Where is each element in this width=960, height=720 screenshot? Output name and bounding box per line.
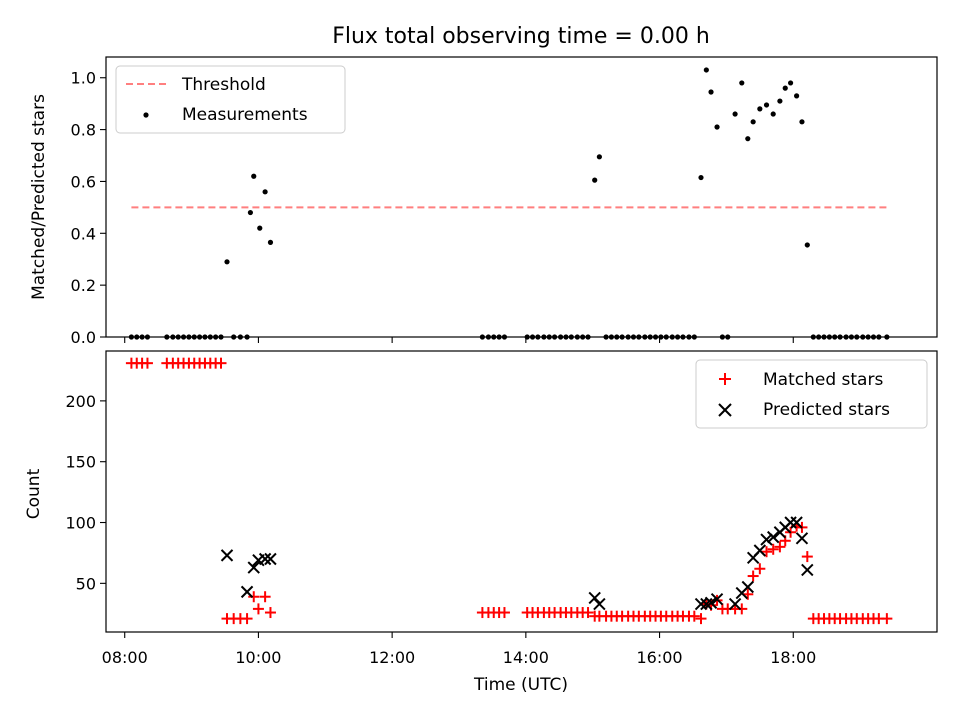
legend-predicted-label: Predicted stars	[763, 400, 890, 420]
predicted-star-marker	[220, 549, 234, 562]
matched-star-marker	[774, 541, 786, 553]
measurement-point	[703, 67, 709, 73]
bottom-x-tick-label: 10:00	[235, 648, 281, 667]
predicted-star-marker	[760, 533, 773, 546]
predicted-star-marker	[753, 544, 767, 557]
predicted-star-marker	[801, 563, 814, 577]
measurement-point	[787, 80, 794, 86]
measurement-point	[592, 177, 598, 183]
predicted-star-marker	[593, 597, 606, 611]
measurement-point	[224, 259, 230, 265]
matched-star-marker	[264, 607, 276, 619]
top-y-tick-label: 0.8	[71, 121, 96, 140]
matched-star-marker	[241, 613, 253, 625]
legend-predicted-swatch	[718, 403, 732, 417]
predicted-star-marker	[264, 552, 277, 566]
matched-star-marker	[498, 607, 510, 619]
measurement-point	[770, 111, 776, 117]
predicted-star-marker	[741, 580, 755, 594]
bottom-x-tick-label: 14:00	[503, 648, 549, 667]
predicted-star-marker	[766, 530, 780, 544]
matched-star-marker	[215, 357, 227, 369]
matched-star-marker	[801, 551, 813, 563]
predicted-star-marker	[704, 596, 718, 610]
matched-star-marker	[767, 543, 779, 555]
top-y-tick-label: 0.0	[71, 328, 96, 347]
x-axis-label: Time (UTC)	[473, 675, 568, 695]
measurement-point	[799, 119, 805, 125]
measurement-point	[750, 119, 756, 125]
matched-star-marker	[248, 591, 260, 603]
top-panel: 0.0 0.2 0.4 0.6 0.8 1.0 Matched/Predicted sta…	[29, 56, 938, 347]
measurement-point	[763, 102, 770, 108]
top-y-tick-label: 1.0	[71, 69, 96, 88]
matched-star-marker	[582, 607, 594, 619]
measurement-point	[596, 154, 602, 160]
predicted-star-marker	[240, 585, 254, 599]
matched-star-marker	[754, 563, 766, 575]
measurement-point	[782, 85, 788, 91]
predicted-star-marker	[728, 597, 742, 611]
bottom-y-tick-label: 50	[76, 574, 96, 593]
top-y-axis-label: Matched/Predicted stars	[29, 94, 49, 300]
measurement-point	[732, 111, 738, 117]
legend-measurements-label: Measurements	[182, 105, 308, 125]
predicted-star-marker	[700, 597, 713, 611]
bottom-y-tick-label: 100	[65, 514, 96, 533]
top-y-tick-label: 0.2	[71, 276, 96, 295]
predicted-star-marker	[795, 532, 809, 545]
legend-matched-label: Matched stars	[763, 370, 883, 390]
matched-star-marker	[141, 357, 153, 369]
predicted-star-marker	[694, 597, 708, 611]
legend-matched-swatch	[719, 373, 731, 385]
measurement-point	[804, 242, 810, 248]
measurement-point	[745, 136, 751, 142]
bottom-axes-frame	[105, 350, 938, 633]
legend-threshold-label: Threshold	[181, 75, 266, 95]
top-y-tick-label: 0.6	[71, 172, 96, 191]
measurement-point	[708, 89, 714, 95]
bottom-panel: 50 100 150 200 08:00 10:00 12:00 14:00 16:00 18:…	[24, 350, 938, 695]
top-legend: Threshold Measurements	[115, 65, 346, 134]
measurement-point	[777, 98, 783, 104]
matched-star-marker	[688, 610, 700, 622]
legend-measurements-swatch	[143, 112, 149, 118]
predicted-star-marker	[710, 592, 724, 606]
bottom-y-axis-label: Count	[24, 468, 44, 519]
bottom-x-tick-label: 12:00	[369, 648, 415, 667]
bottom-y-tick-label: 150	[65, 453, 96, 472]
measurement-point	[262, 189, 268, 195]
top-axes-frame	[105, 56, 938, 338]
bottom-x-tick-label: 08:00	[102, 648, 148, 667]
measurement-point	[698, 174, 704, 181]
bottom-y-tick-label: 200	[65, 392, 96, 411]
predicted-star-marker	[258, 552, 272, 566]
chart-title: Flux total observing time = 0.00 h	[332, 24, 710, 49]
matched-star-marker	[747, 570, 759, 582]
measurement-point	[251, 173, 257, 179]
predicted-star-marker	[790, 516, 803, 529]
predicted-star-marker	[247, 561, 260, 574]
matched-star-marker	[695, 613, 707, 625]
matched-star-marker	[252, 603, 264, 615]
matched-star-marker	[736, 603, 748, 615]
measurement-point	[247, 209, 254, 216]
bottom-legend: Matched stars Predicted stars	[695, 359, 928, 429]
bottom-x-tick-label: 16:00	[636, 648, 682, 667]
matched-star-marker	[881, 613, 893, 625]
measurement-point	[257, 225, 263, 231]
measurement-point	[714, 124, 720, 130]
top-y-tick-label: 0.4	[71, 224, 96, 243]
matched-star-marker	[761, 546, 773, 558]
matched-star-marker	[259, 591, 271, 603]
measurement-point	[794, 93, 800, 99]
measurement-point	[739, 80, 745, 86]
measurement-point	[757, 106, 763, 112]
measurement-point	[267, 239, 274, 245]
bottom-x-tick-label: 18:00	[770, 648, 816, 667]
